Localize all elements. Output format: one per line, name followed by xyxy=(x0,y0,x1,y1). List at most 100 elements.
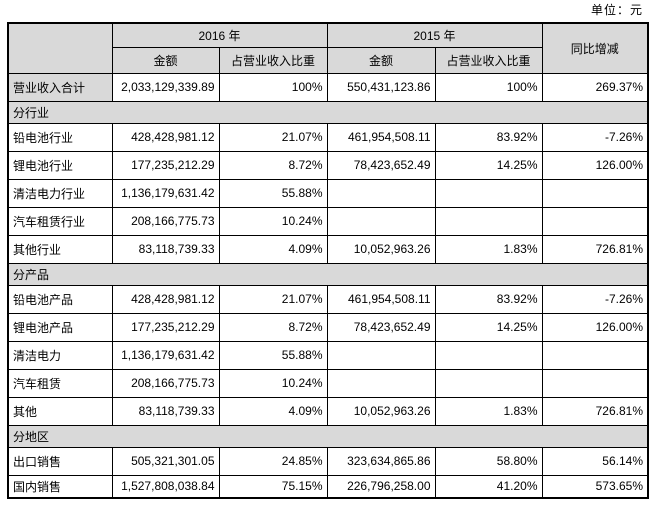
yoy-cell: 269.37% xyxy=(541,72,649,102)
unit-label: 单位：元 xyxy=(590,3,643,17)
yoy-cell: 56.14% xyxy=(541,446,649,476)
yoy-cell: 726.81% xyxy=(541,234,649,264)
share-2016-cell: 55.88% xyxy=(218,340,328,370)
share-2016-cell: 10.24% xyxy=(218,206,328,236)
share-2015-cell: 100% xyxy=(434,72,543,102)
share-2015-cell: 1.83% xyxy=(434,234,543,264)
share-2015-cell xyxy=(434,340,543,370)
amount-2016-cell: 428,428,981.12 xyxy=(111,284,220,314)
total-revenue-row: 营业收入合计 2,033,129,339.89 100% 550,431,123… xyxy=(7,72,649,102)
yoy-cell: 573.65% xyxy=(541,474,649,499)
row-label: 出口销售 xyxy=(7,446,113,476)
share-2016-cell: 24.85% xyxy=(218,446,328,476)
amount-2016-cell: 505,321,301.05 xyxy=(111,446,220,476)
amount-2016-cell: 428,428,981.12 xyxy=(111,122,220,152)
yoy-cell: -7.26% xyxy=(541,284,649,314)
share-2016-cell: 100% xyxy=(218,72,328,102)
table-row: 国内销售 1,527,808,038.84 75.15% 226,796,258… xyxy=(7,474,649,499)
amount-2016-cell: 1,527,808,038.84 xyxy=(111,474,220,499)
amount-2015-cell xyxy=(326,206,436,236)
yoy-cell: -7.26% xyxy=(541,122,649,152)
amount-2015-cell xyxy=(326,178,436,208)
table-row: 汽车租赁 208,166,775.73 10.24% xyxy=(7,368,649,398)
share-2015-cell: 83.92% xyxy=(434,284,543,314)
amount-2016-cell: 1,136,179,631.42 xyxy=(111,178,220,208)
amount-2016-cell: 177,235,212.29 xyxy=(111,312,220,342)
amount-2015-cell: 10,052,963.26 xyxy=(326,234,436,264)
share-2015-cell: 83.92% xyxy=(434,122,543,152)
row-label: 铅电池产品 xyxy=(7,284,113,314)
year-2015-header: 2015 年 xyxy=(326,22,543,48)
row-label: 国内销售 xyxy=(7,474,113,499)
amount-2015-cell xyxy=(326,368,436,398)
row-label: 营业收入合计 xyxy=(7,72,113,102)
amount-2015-cell: 550,431,123.86 xyxy=(326,72,436,102)
amount-2015-cell xyxy=(326,340,436,370)
amount-2016-cell: 208,166,775.73 xyxy=(111,206,220,236)
share-2015-cell: 14.25% xyxy=(434,150,543,180)
amount-2015-cell: 461,954,508.11 xyxy=(326,122,436,152)
section-row-product: 分产品 xyxy=(7,262,649,286)
share-2015-cell: 58.80% xyxy=(434,446,543,476)
yoy-change-header: 同比增减 xyxy=(541,22,649,74)
revenue-breakdown-table: 2016 年 2015 年 同比增减 金额 占营业收入比重 金额 占营业收入比重… xyxy=(7,22,649,499)
amount-2015-cell: 461,954,508.11 xyxy=(326,284,436,314)
share-2015-header: 占营业收入比重 xyxy=(434,46,543,74)
row-label: 其他行业 xyxy=(7,234,113,264)
row-label: 汽车租赁 xyxy=(7,368,113,398)
share-2016-cell: 21.07% xyxy=(218,284,328,314)
row-label: 锂电池行业 xyxy=(7,150,113,180)
row-label: 汽车租赁行业 xyxy=(7,206,113,236)
amount-2015-cell: 78,423,652.49 xyxy=(326,150,436,180)
share-2015-cell: 1.83% xyxy=(434,396,543,426)
share-2016-cell: 10.24% xyxy=(218,368,328,398)
amount-2015-header: 金额 xyxy=(326,46,436,74)
amount-2016-cell: 83,118,739.33 xyxy=(111,234,220,264)
share-2015-cell: 14.25% xyxy=(434,312,543,342)
share-2015-cell xyxy=(434,206,543,236)
yoy-cell: 126.00% xyxy=(541,150,649,180)
amount-2016-cell: 83,118,739.33 xyxy=(111,396,220,426)
amount-2016-cell: 208,166,775.73 xyxy=(111,368,220,398)
amount-2016-header: 金额 xyxy=(111,46,220,74)
amount-2016-cell: 177,235,212.29 xyxy=(111,150,220,180)
table-row: 清洁电力 1,136,179,631.42 55.88% xyxy=(7,340,649,370)
section-title: 分行业 xyxy=(7,100,649,124)
section-title: 分产品 xyxy=(7,262,649,286)
row-label: 锂电池产品 xyxy=(7,312,113,342)
row-label: 清洁电力 xyxy=(7,340,113,370)
table-row: 汽车租赁行业 208,166,775.73 10.24% xyxy=(7,206,649,236)
share-2016-cell: 4.09% xyxy=(218,234,328,264)
amount-2015-cell: 78,423,652.49 xyxy=(326,312,436,342)
share-2016-cell: 4.09% xyxy=(218,396,328,426)
yoy-cell xyxy=(541,206,649,236)
table-row: 其他 83,118,739.33 4.09% 10,052,963.26 1.8… xyxy=(7,396,649,426)
row-label: 清洁电力行业 xyxy=(7,178,113,208)
yoy-cell xyxy=(541,368,649,398)
amount-2015-cell: 323,634,865.86 xyxy=(326,446,436,476)
share-2015-cell xyxy=(434,178,543,208)
yoy-cell: 126.00% xyxy=(541,312,649,342)
year-2016-header: 2016 年 xyxy=(111,22,328,48)
table-row: 出口销售 505,321,301.05 24.85% 323,634,865.8… xyxy=(7,446,649,476)
share-2016-header: 占营业收入比重 xyxy=(218,46,328,74)
amount-2016-cell: 2,033,129,339.89 xyxy=(111,72,220,102)
section-title: 分地区 xyxy=(7,424,649,448)
table-row: 清洁电力行业 1,136,179,631.42 55.88% xyxy=(7,178,649,208)
share-2016-cell: 8.72% xyxy=(218,312,328,342)
amount-2016-cell: 1,136,179,631.42 xyxy=(111,340,220,370)
yoy-cell: 726.81% xyxy=(541,396,649,426)
table-row: 铅电池产品 428,428,981.12 21.07% 461,954,508.… xyxy=(7,284,649,314)
table-row: 锂电池产品 177,235,212.29 8.72% 78,423,652.49… xyxy=(7,312,649,342)
row-label: 铅电池行业 xyxy=(7,122,113,152)
share-2016-cell: 55.88% xyxy=(218,178,328,208)
corner-empty-cell xyxy=(7,22,113,74)
amount-2015-cell: 10,052,963.26 xyxy=(326,396,436,426)
share-2015-cell xyxy=(434,368,543,398)
header-row-metrics: 金额 占营业收入比重 金额 占营业收入比重 xyxy=(8,46,648,74)
yoy-cell xyxy=(541,340,649,370)
table-row: 其他行业 83,118,739.33 4.09% 10,052,963.26 1… xyxy=(7,234,649,264)
header-row-years: 2016 年 2015 年 同比增减 xyxy=(7,22,649,74)
share-2016-cell: 21.07% xyxy=(218,122,328,152)
section-row-industry: 分行业 xyxy=(7,100,649,124)
